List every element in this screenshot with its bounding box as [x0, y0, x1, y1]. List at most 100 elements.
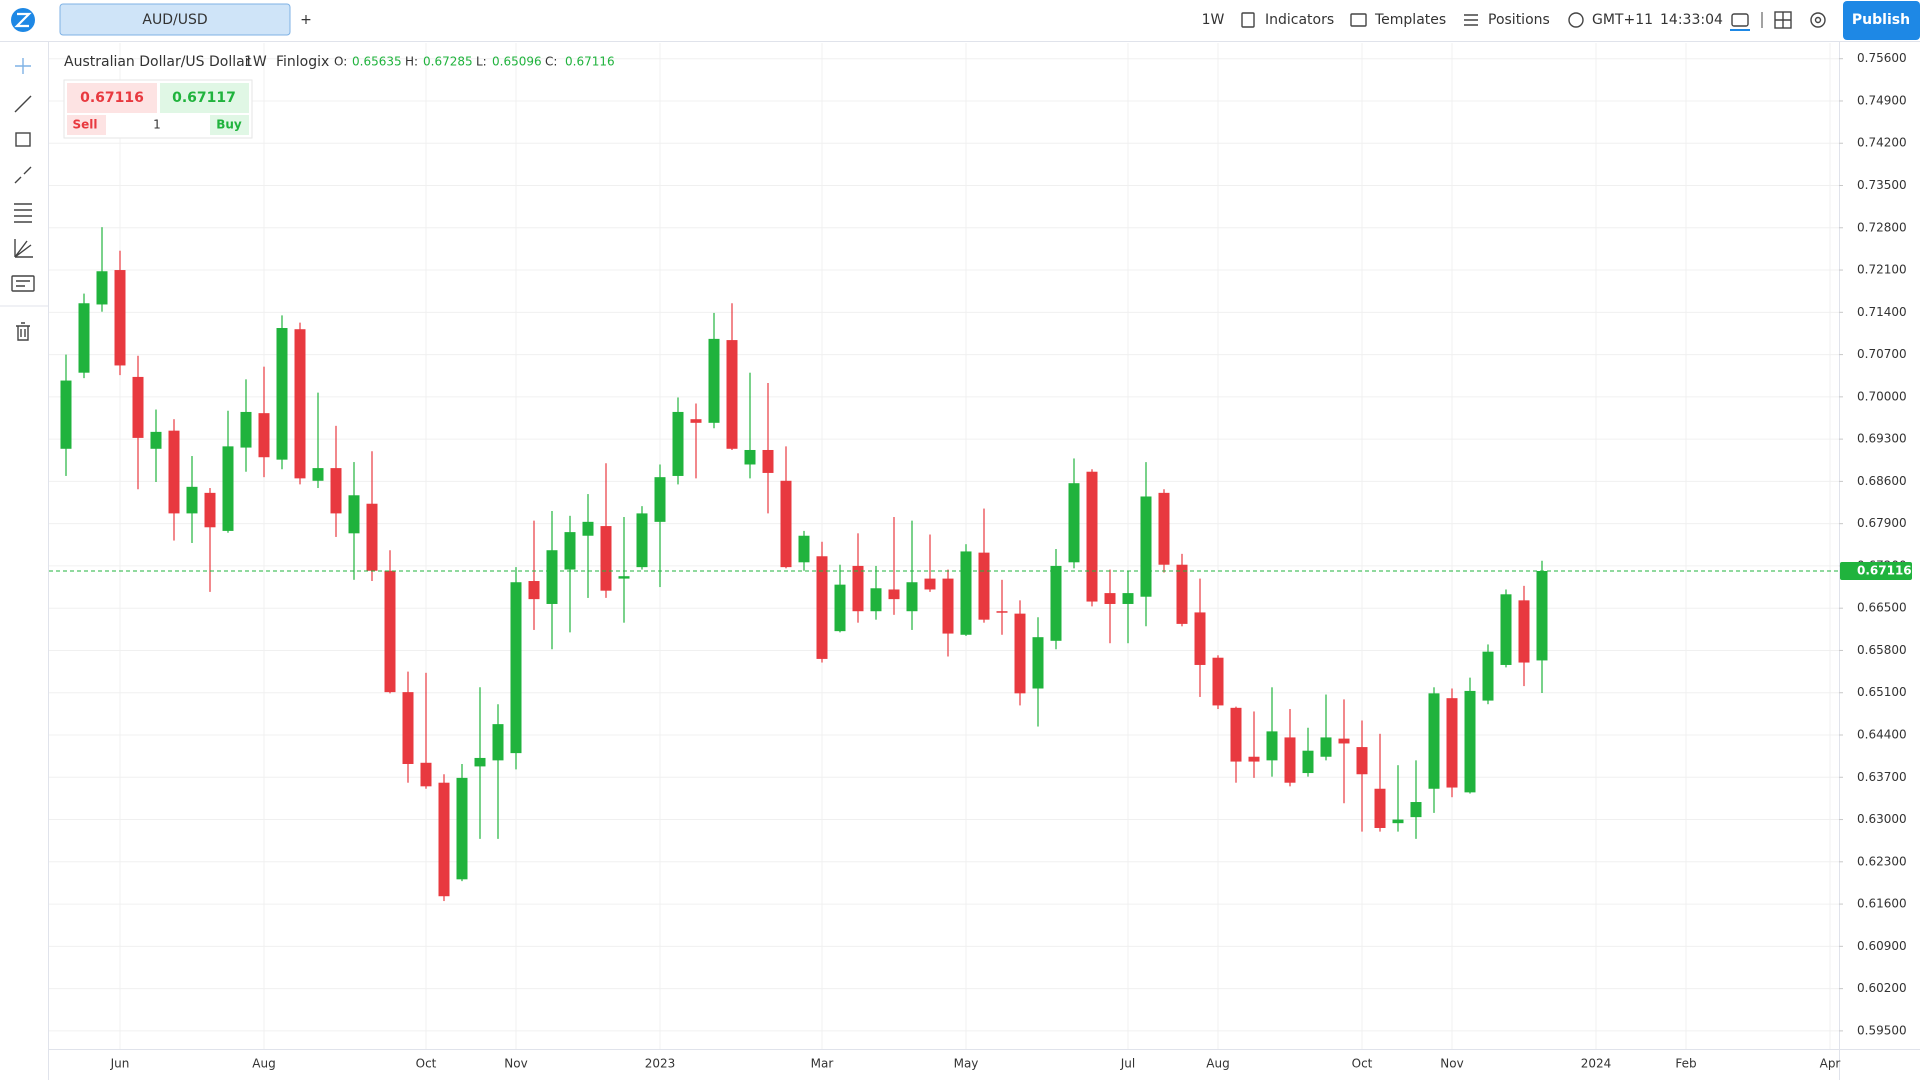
- symbol-tab[interactable]: [59, 3, 291, 36]
- y-tick-label: 0.65800: [1857, 643, 1907, 657]
- candle-body: [546, 550, 558, 604]
- fibonacci-tool[interactable]: [14, 203, 32, 223]
- candle-body: [456, 777, 468, 880]
- candle-body: [366, 503, 378, 571]
- candle-body: [330, 468, 342, 514]
- candle-body: [222, 446, 234, 531]
- screenshot-icon[interactable]: [1731, 13, 1749, 27]
- drawing-toolbar: [0, 58, 48, 341]
- x-tick-label: Mar: [811, 1057, 834, 1071]
- x-tick-label: Oct: [416, 1057, 437, 1071]
- candle-body: [528, 581, 540, 600]
- templates-icon: [1350, 13, 1367, 27]
- candle-body: [204, 492, 216, 528]
- ohlc-label: H:: [405, 55, 418, 69]
- publish-label: Publish: [1852, 12, 1910, 28]
- candle-body: [420, 762, 432, 787]
- candle-body: [762, 449, 774, 473]
- trendline-tool[interactable]: [14, 95, 32, 113]
- text-tool[interactable]: [11, 275, 35, 292]
- candle-body: [1500, 594, 1512, 665]
- timezone[interactable]: GMT+11: [1592, 12, 1653, 28]
- y-tick-label: 0.61600: [1857, 897, 1907, 911]
- candle-body: [312, 468, 324, 481]
- last-price-box: [1840, 561, 1912, 580]
- sell-tag[interactable]: [67, 115, 106, 135]
- y-tick-label: 0.64400: [1857, 728, 1907, 742]
- settings-icon[interactable]: [1810, 12, 1826, 28]
- candle-body: [978, 552, 990, 620]
- candle-body: [474, 757, 486, 767]
- publish-button[interactable]: [1843, 1, 1920, 40]
- positions-icon: [1464, 14, 1478, 26]
- crosshair-tool[interactable]: [15, 58, 31, 74]
- interval[interactable]: 1W: [1202, 12, 1225, 28]
- x-tick-label: 2024: [1581, 1057, 1612, 1071]
- clock: 14:33:04: [1660, 12, 1723, 28]
- buy-tag[interactable]: [210, 115, 249, 135]
- y-tick-label: 0.65100: [1857, 685, 1907, 699]
- menu-item[interactable]: Templates: [1374, 12, 1446, 28]
- candle-body: [582, 521, 594, 536]
- add-tab[interactable]: +: [300, 12, 312, 28]
- ohlc-value: 0.67116: [565, 55, 615, 69]
- layout-icon-lines: [1775, 12, 1791, 28]
- candle-body: [510, 582, 522, 754]
- candle-body: [1320, 737, 1332, 757]
- candle-body: [654, 477, 666, 522]
- candle-body: [1194, 612, 1206, 665]
- candle-body: [744, 449, 756, 465]
- candle-body: [1392, 819, 1404, 824]
- candle-body: [1068, 483, 1080, 563]
- candle-body: [1284, 737, 1296, 783]
- x-tick-label: May: [954, 1057, 979, 1071]
- candle-body: [798, 535, 810, 563]
- candle-body: [1428, 693, 1440, 789]
- x-tick-label: Nov: [504, 1057, 527, 1071]
- candle-body: [492, 724, 504, 761]
- candle-body: [924, 578, 936, 590]
- candle-body: [1518, 600, 1530, 663]
- candle-body: [636, 513, 648, 568]
- buy-button[interactable]: [160, 83, 249, 113]
- settings-icon-center: [1814, 16, 1822, 24]
- ohlc-value: 0.65096: [492, 55, 542, 69]
- menu-item[interactable]: Positions: [1488, 12, 1550, 28]
- candle-body: [834, 584, 846, 632]
- buy-price: 0.67117: [172, 90, 236, 106]
- candle-body: [1032, 637, 1044, 689]
- ohlc-value: 0.67285: [423, 55, 473, 69]
- indicators-icon: [1241, 12, 1255, 28]
- candle-body: [78, 303, 90, 373]
- candle-body: [276, 328, 288, 460]
- y-tick-label: 0.74900: [1857, 93, 1907, 107]
- symbol: AUD/USD: [142, 12, 207, 28]
- rectangle-tool[interactable]: [15, 132, 31, 147]
- text-tool-lines: [16, 280, 30, 287]
- gann-tool[interactable]: [14, 239, 33, 258]
- candle-body: [132, 376, 144, 438]
- menu-item[interactable]: Indicators: [1265, 12, 1334, 28]
- quantity[interactable]: 1: [153, 118, 161, 132]
- delete-tool[interactable]: [16, 322, 30, 341]
- candle-body: [1248, 756, 1260, 762]
- x-tick-label: Oct: [1352, 1057, 1373, 1071]
- candle-body: [1104, 593, 1116, 604]
- globe-icon: [1568, 12, 1584, 28]
- sell-button[interactable]: [67, 83, 157, 113]
- candle-body: [1374, 788, 1386, 828]
- candle-body: [870, 588, 882, 612]
- candle-body: [888, 589, 900, 600]
- candle-body: [186, 486, 198, 514]
- channel-tool[interactable]: [14, 166, 32, 184]
- candle-body: [348, 495, 360, 534]
- candle-body: [1014, 613, 1026, 694]
- y-tick-label: 0.62300: [1857, 854, 1907, 868]
- x-tick-label: Aug: [252, 1057, 275, 1071]
- candle-body: [1086, 471, 1098, 602]
- candle-body: [1536, 570, 1548, 661]
- candle-body: [1122, 593, 1134, 604]
- candle-body: [240, 411, 252, 448]
